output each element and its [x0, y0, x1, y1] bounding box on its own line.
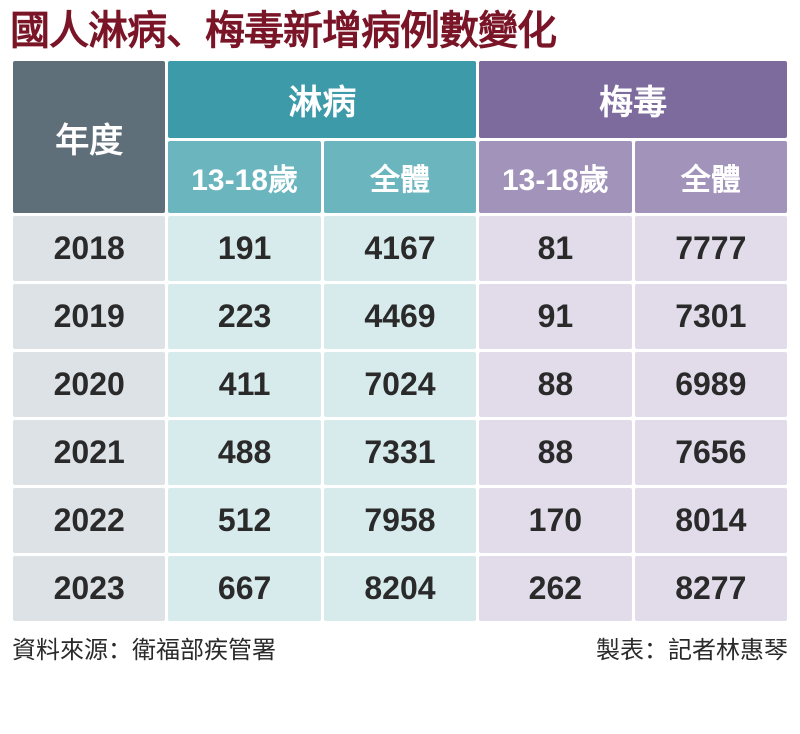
- col-disease1-header: 淋病: [168, 61, 476, 138]
- footer: 資料來源：衛福部疾管署 製表：記者林惠琴: [10, 624, 790, 665]
- footer-source: 資料來源：衛福部疾管署: [12, 630, 276, 665]
- cell-d1b: 4469: [324, 284, 476, 349]
- cell-d1a: 411: [168, 352, 320, 417]
- col-disease2-header: 梅毒: [479, 61, 787, 138]
- cell-year: 2018: [13, 216, 165, 281]
- table-row: 2021 488 7331 88 7656: [13, 420, 787, 485]
- table-row: 2020 411 7024 88 6989: [13, 352, 787, 417]
- cell-d1b: 7024: [324, 352, 476, 417]
- col-d1-age-header: 13-18歲: [168, 141, 320, 213]
- data-table: 年度 淋病 梅毒 13-18歲 全體 13-18歲 全體 2018 191 41…: [10, 58, 790, 624]
- cell-year: 2019: [13, 284, 165, 349]
- cell-d2a: 81: [479, 216, 631, 281]
- cell-d2b: 8277: [635, 556, 787, 621]
- cell-d1a: 667: [168, 556, 320, 621]
- table-container: 國人淋病、梅毒新增病例數變化 年度 淋病 梅毒 13-18歲 全體 13-18歲…: [0, 0, 800, 671]
- cell-d1b: 4167: [324, 216, 476, 281]
- table-row: 2018 191 4167 81 7777: [13, 216, 787, 281]
- cell-year: 2020: [13, 352, 165, 417]
- cell-d1b: 7958: [324, 488, 476, 553]
- cell-d2b: 7301: [635, 284, 787, 349]
- cell-year: 2023: [13, 556, 165, 621]
- cell-d2a: 262: [479, 556, 631, 621]
- footer-credit: 製表：記者林惠琴: [596, 630, 788, 665]
- cell-d1a: 191: [168, 216, 320, 281]
- col-year-header: 年度: [13, 61, 165, 213]
- cell-year: 2021: [13, 420, 165, 485]
- cell-d2b: 7656: [635, 420, 787, 485]
- cell-d2a: 91: [479, 284, 631, 349]
- cell-year: 2022: [13, 488, 165, 553]
- cell-d2a: 88: [479, 420, 631, 485]
- cell-d2a: 88: [479, 352, 631, 417]
- cell-d1a: 488: [168, 420, 320, 485]
- page-title: 國人淋病、梅毒新增病例數變化: [10, 8, 790, 58]
- cell-d2b: 6989: [635, 352, 787, 417]
- table-row: 2019 223 4469 91 7301: [13, 284, 787, 349]
- col-d2-all-header: 全體: [635, 141, 787, 213]
- cell-d1b: 8204: [324, 556, 476, 621]
- cell-d1b: 7331: [324, 420, 476, 485]
- cell-d2a: 170: [479, 488, 631, 553]
- col-d2-age-header: 13-18歲: [479, 141, 631, 213]
- table-body: 2018 191 4167 81 7777 2019 223 4469 91 7…: [13, 216, 787, 621]
- cell-d2b: 8014: [635, 488, 787, 553]
- cell-d1a: 223: [168, 284, 320, 349]
- cell-d2b: 7777: [635, 216, 787, 281]
- col-d1-all-header: 全體: [324, 141, 476, 213]
- cell-d1a: 512: [168, 488, 320, 553]
- table-row: 2022 512 7958 170 8014: [13, 488, 787, 553]
- table-row: 2023 667 8204 262 8277: [13, 556, 787, 621]
